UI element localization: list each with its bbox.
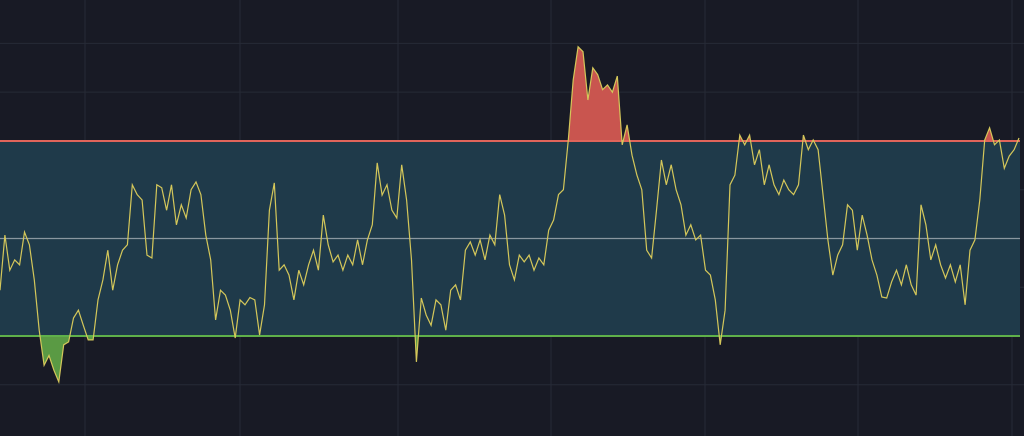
- rsi-line: [0, 45, 1020, 385]
